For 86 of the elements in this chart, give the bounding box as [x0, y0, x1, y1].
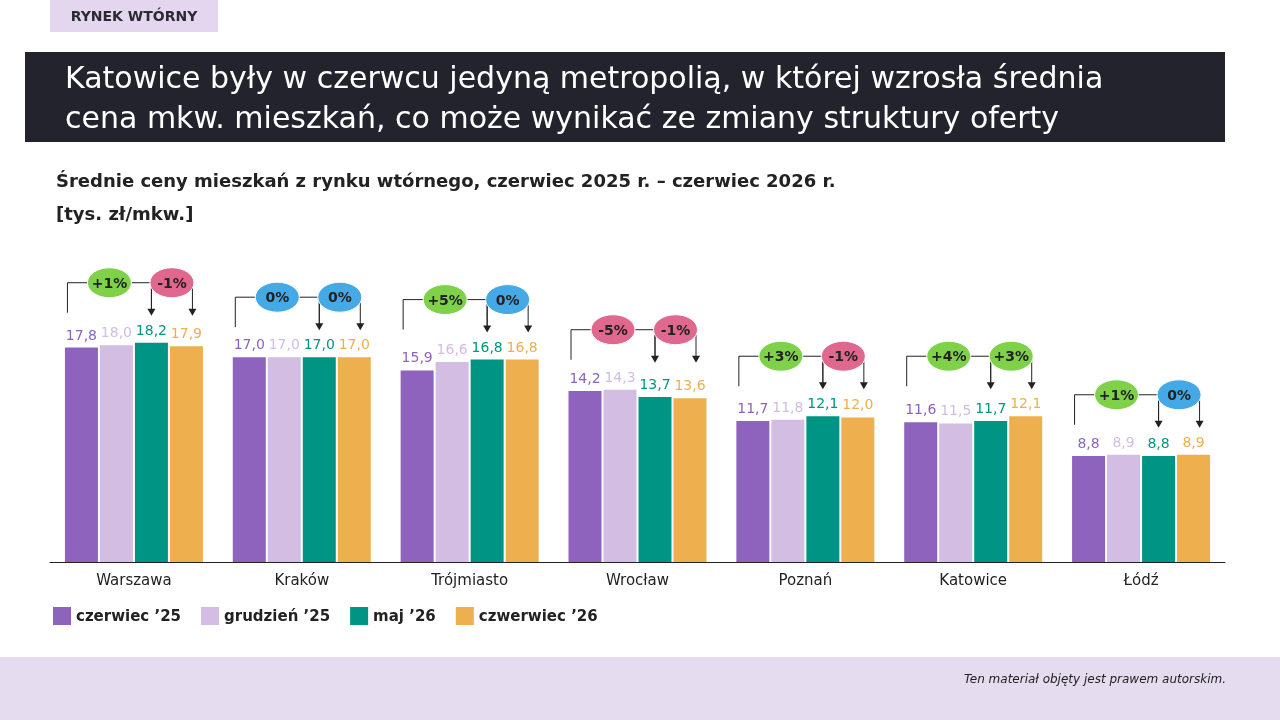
text: 0%	[265, 289, 290, 306]
legend-label: czerwiec ’25	[76, 607, 182, 625]
annotation: 0%	[1167, 386, 1191, 403]
annotation: +3%	[763, 348, 799, 365]
text: 0%	[495, 291, 520, 308]
data-label: 8,9	[1182, 433, 1205, 450]
text: +5%	[427, 291, 463, 308]
text: RYNEK WTÓRNY	[50, 0, 218, 32]
data-label: 11,8	[772, 398, 804, 415]
bar	[134, 342, 168, 562]
bar	[841, 417, 875, 562]
bar	[974, 421, 1008, 562]
x-tick-label: Warszawa	[96, 570, 172, 589]
bar	[638, 396, 672, 562]
bar	[470, 359, 504, 562]
bar	[435, 362, 469, 562]
data-label: 17,9	[170, 325, 203, 342]
data-label: 8,8	[1147, 434, 1170, 451]
bar	[939, 423, 973, 562]
text: -5%	[598, 321, 628, 338]
data-label: 12,1	[807, 395, 839, 412]
data-label: 18,0	[100, 324, 133, 341]
x-tick-label: Poznań	[778, 570, 833, 589]
text: -1%	[157, 274, 187, 291]
data-label: 14,3	[604, 368, 636, 385]
bar	[1009, 416, 1043, 562]
bar	[1072, 455, 1106, 562]
data-label: 13,6	[674, 377, 706, 394]
data-label: 17,0	[338, 336, 370, 353]
data-label: 17,8	[65, 326, 98, 343]
annotation: +4%	[930, 348, 967, 365]
bar	[736, 421, 770, 562]
bar	[400, 370, 434, 562]
bar	[267, 357, 301, 562]
bar	[1107, 454, 1141, 562]
data-label: 8,9	[1112, 433, 1135, 450]
x-tick-label: Katowice	[939, 570, 1008, 589]
legend-label: grudzień ’25	[224, 607, 331, 625]
data-label: 11,7	[975, 400, 1007, 417]
annotation: +3%	[993, 348, 1029, 365]
bar	[337, 357, 371, 562]
bar	[904, 422, 938, 562]
data-label: 11,7	[737, 400, 769, 417]
x-tick-label: Kraków	[274, 570, 330, 589]
bar	[232, 357, 266, 562]
bar	[99, 345, 133, 562]
bar	[603, 389, 637, 562]
annotation: -1%	[828, 348, 859, 365]
data-label: 17,0	[303, 336, 335, 353]
data-label: 11,6	[905, 401, 937, 418]
bar	[1142, 455, 1176, 562]
text: 0%	[327, 289, 352, 306]
x-tick-label: Trójmiasto	[430, 570, 509, 589]
bar	[568, 390, 602, 562]
bar	[771, 419, 805, 562]
bar	[806, 416, 840, 562]
legend-label: maj ’26	[373, 607, 436, 625]
data-label: 16,8	[506, 338, 538, 355]
data-label: 15,9	[401, 349, 433, 366]
data-label: 12,0	[842, 396, 874, 413]
data-label: 11,5	[940, 402, 972, 419]
bar	[64, 347, 98, 562]
text: [tys. zł/mkw.]	[56, 203, 194, 224]
bar	[1177, 454, 1211, 562]
x-tick-label: Łódź	[1122, 570, 1159, 589]
bar	[673, 398, 707, 562]
data-label: 16,6	[436, 341, 468, 358]
chart-subtitle: Średnie ceny mieszkań z rynku wtórnego, czerwiec 2025 r. – czerwiec 2026 r.	[56, 170, 836, 191]
bar	[505, 359, 539, 562]
bar	[169, 346, 203, 562]
text: Ten materiał objęty jest prawem autorskim.	[963, 672, 1226, 686]
data-label: 17,0	[268, 336, 300, 353]
chart-title: Katowice były w czerwcu jedyną metropolią, w której wzrosła średnia cena mkw. mieszkań, co może wynikać ze zmiany struktury oferty	[25, 52, 1225, 142]
bar	[302, 357, 336, 562]
data-label: 13,7	[639, 375, 671, 392]
x-tick-label: Wrocław	[605, 570, 670, 589]
data-label: 18,2	[135, 321, 168, 338]
data-label: 17,0	[233, 336, 265, 353]
annotation: +1%	[1098, 386, 1135, 403]
text: +1%	[91, 274, 128, 291]
data-label: 8,8	[1077, 434, 1100, 451]
data-label: 12,1	[1010, 395, 1042, 412]
data-label: 16,8	[471, 338, 503, 355]
legend-label: czwerwiec ’26	[478, 607, 598, 625]
data-label: 14,2	[569, 369, 601, 386]
text: -1%	[660, 321, 691, 338]
